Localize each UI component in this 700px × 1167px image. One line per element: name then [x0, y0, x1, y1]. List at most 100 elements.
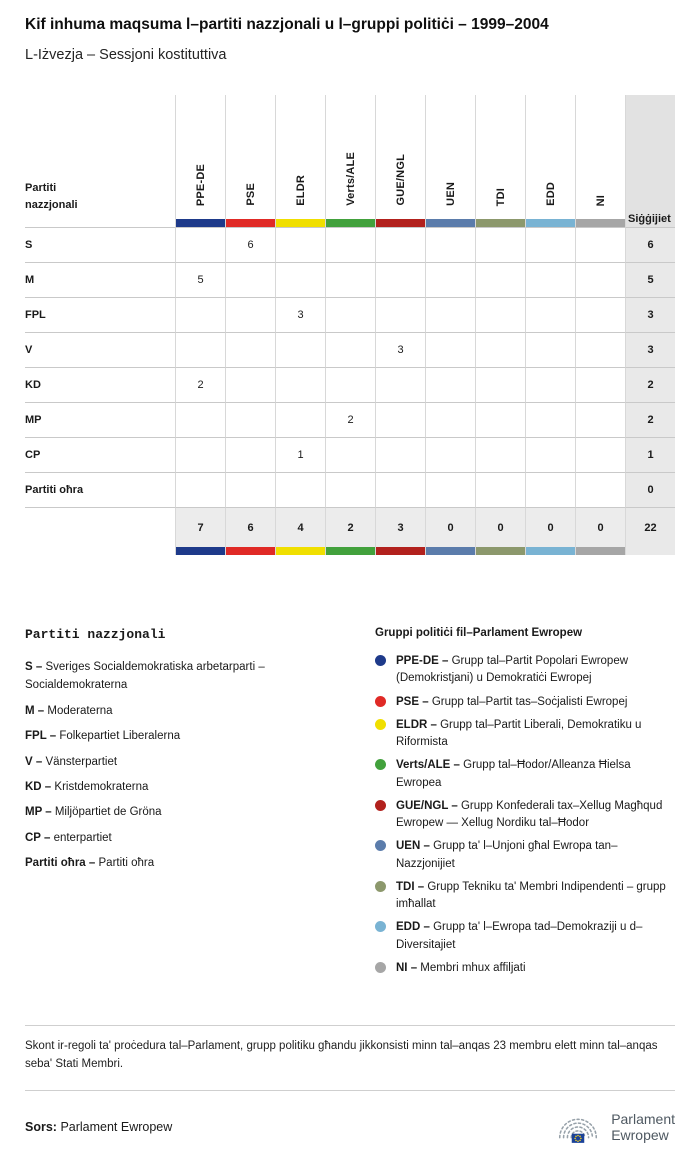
- column-header-UEN: UEN: [425, 95, 475, 227]
- group-legend-item: ELDR – Grupp tal–Partit Liberali, Demokr…: [375, 717, 675, 752]
- column-header-label: EDD: [544, 182, 557, 206]
- value-cell: [225, 332, 275, 367]
- ep-hemicycle-icon: [559, 1118, 598, 1143]
- value-cell: 6: [225, 227, 275, 262]
- value-cell: [525, 332, 575, 367]
- value-cell: [175, 402, 225, 437]
- value-cell: [525, 437, 575, 472]
- party-legend-item: Partiti oħra – Partiti oħra: [25, 854, 345, 872]
- bottom-color-bar: [325, 547, 375, 555]
- group-color-bar: [326, 219, 375, 227]
- group-desc: Grupp Tekniku ta' Membri Indipendenti – …: [396, 880, 666, 910]
- group-desc: Grupp tal–Ħodor/Alleanza Ħielsa Ewropea: [396, 759, 631, 789]
- party-name: Partiti oħra: [98, 857, 155, 870]
- value-cell: [275, 367, 325, 402]
- seats-value-cell: 6: [625, 227, 675, 262]
- value-cell: [525, 262, 575, 297]
- seats-table: Partiti nazzjonali PPE-DE PSE ELDR Verts/ALE…: [25, 95, 675, 555]
- column-header-label: TDI: [494, 187, 507, 206]
- party-name: Miljöpartiet de Gröna: [54, 806, 162, 819]
- value-cell: [325, 262, 375, 297]
- seats-value-cell: 0: [625, 472, 675, 507]
- value-cell: 3: [375, 332, 425, 367]
- column-header-PPE-DE: PPE-DE: [175, 95, 225, 227]
- group-color-bar: [276, 219, 325, 227]
- column-header-TDI: TDI: [475, 95, 525, 227]
- value-cell: [225, 472, 275, 507]
- group-color-bar: [576, 219, 625, 227]
- value-cell: [375, 437, 425, 472]
- value-cell: [575, 437, 625, 472]
- party-name: enterpartiet: [53, 831, 112, 844]
- group-color-dot: [375, 921, 386, 933]
- value-cell: [225, 367, 275, 402]
- column-header-label: Verts/ALE: [344, 152, 357, 206]
- group-legend-text: Verts/ALE – Grupp tal–Ħodor/Alleanza Ħie…: [396, 757, 675, 792]
- group-legend-text: NI – Membri mhux affiljati: [396, 960, 526, 977]
- group-legend-text: UEN – Grupp ta' l–Unjoni għal Ewropa tan…: [396, 838, 675, 873]
- group-color-dot: [375, 961, 386, 973]
- value-cell: [275, 262, 325, 297]
- group-desc: Grupp Konfederali tax–Xellug Magħqud Ewr…: [396, 799, 663, 829]
- value-cell: [275, 402, 325, 437]
- value-cell: [525, 227, 575, 262]
- group-legend-text: EDD – Grupp ta' l–Ewropa tad–Demokraziji…: [396, 919, 675, 954]
- value-cell: [425, 472, 475, 507]
- value-cell: [475, 367, 525, 402]
- group-legend-item: NI – Membri mhux affiljati: [375, 960, 675, 977]
- group-abbr: TDI –: [396, 880, 428, 893]
- bottom-color-bar: [375, 547, 425, 555]
- group-legend-text: GUE/NGL – Grupp Konfederali tax–Xellug M…: [396, 798, 675, 833]
- value-cell: [425, 227, 475, 262]
- value-cell: [175, 227, 225, 262]
- value-cell: [575, 227, 625, 262]
- group-color-dot: [375, 840, 386, 852]
- group-legend-item: PPE-DE – Grupp tal–Partit Popolari Ewrop…: [375, 653, 675, 688]
- value-cell: 2: [175, 367, 225, 402]
- group-legend: Gruppi politiċi fil–Parlament Ewropew PP…: [375, 627, 675, 983]
- value-cell: [575, 367, 625, 402]
- bottom-color-bar: [225, 547, 275, 555]
- value-cell: [375, 472, 425, 507]
- value-cell: [575, 332, 625, 367]
- party-abbr: KD –: [25, 780, 55, 793]
- group-abbr: ELDR –: [396, 718, 441, 731]
- value-cell: [275, 227, 325, 262]
- value-cell: [175, 472, 225, 507]
- totals-label-cell: [25, 507, 175, 547]
- totals-value-cell: 3: [375, 507, 425, 547]
- bottom-color-bar: [475, 547, 525, 555]
- party-label-cell: M: [25, 262, 175, 297]
- group-abbr: NI –: [396, 961, 421, 974]
- seats-column-footer: [625, 547, 675, 555]
- page-subtitle: L-Iżvezja – Sessjoni kostituttiva: [25, 47, 227, 63]
- value-cell: [475, 262, 525, 297]
- value-cell: [475, 227, 525, 262]
- row-header-label: Partiti nazzjonali: [25, 181, 78, 212]
- party-abbr: V –: [25, 755, 46, 768]
- group-color-bar: [176, 219, 225, 227]
- value-cell: 5: [175, 262, 225, 297]
- value-cell: [325, 227, 375, 262]
- group-legend-item: PSE – Grupp tal–Partit tas–Soċjalisti Ew…: [375, 694, 675, 711]
- value-cell: [425, 402, 475, 437]
- party-legend: Partiti nazzjonali S – Sveriges Socialde…: [25, 627, 375, 983]
- seats-value-cell: 5: [625, 262, 675, 297]
- value-cell: [325, 472, 375, 507]
- party-name: Moderaterna: [47, 704, 113, 717]
- value-cell: [225, 402, 275, 437]
- group-color-dot: [375, 759, 386, 771]
- group-abbr: PSE –: [396, 695, 432, 708]
- footer: Sors: Parlament Ewropew Parlament Ewrope: [25, 1107, 675, 1147]
- party-label-cell: V: [25, 332, 175, 367]
- group-desc: Grupp tal–Partit tas–Soċjalisti Ewropej: [431, 695, 628, 708]
- value-cell: [325, 367, 375, 402]
- group-legend-text: PPE-DE – Grupp tal–Partit Popolari Ewrop…: [396, 653, 675, 688]
- value-cell: [525, 367, 575, 402]
- column-header-label: PPE-DE: [194, 163, 207, 206]
- page-title: Kif inhuma maqsuma l–partiti nazzjonali …: [25, 16, 549, 33]
- value-cell: [575, 297, 625, 332]
- bottom-color-bar: [525, 547, 575, 555]
- group-desc: Grupp tal–Partit Liberali, Demokratiku u…: [396, 718, 642, 748]
- seats-value-cell: 3: [625, 297, 675, 332]
